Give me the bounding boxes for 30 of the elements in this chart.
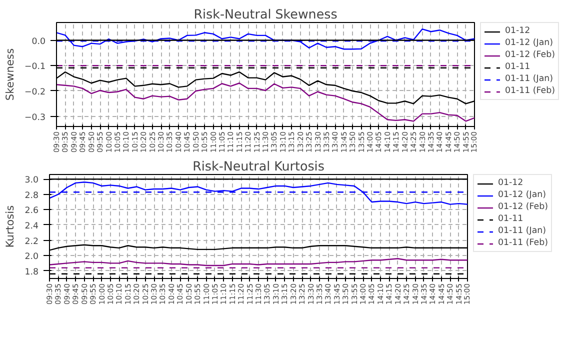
legend-label: 01-11 [505,62,530,72]
chart-title: Risk-Neutral Skewness [194,6,338,22]
y-tick-label: 1.8 [24,267,39,278]
y-tick-label: 2.4 [24,221,39,232]
line-series [50,182,468,205]
y-tick-label: −0.2 [24,87,46,98]
legend-label: 01-12 (Jan) [505,38,554,48]
y-axis-title: Kurtosis [4,204,17,248]
chart-title: Risk-Neutral Kurtosis [192,158,324,174]
legend-label: 01-12 [505,26,530,36]
legend-label: 01-11 [498,214,524,224]
y-tick-label: 2.8 [24,190,39,201]
legend-label: 01-11 (Jan) [505,74,554,84]
y-tick-label: −0.1 [24,62,46,72]
line-series [50,258,468,266]
y-tick-label: 2.6 [24,206,39,216]
y-tick-label: 0.0 [32,36,46,47]
y-axis-title: Skewness [3,48,16,101]
legend-label: 01-11 (Jan) [498,226,546,236]
y-tick-label: 2.0 [24,252,39,262]
line-series [56,82,474,122]
legend-label: 01-12 [498,178,524,188]
y-tick-label: −0.3 [24,112,46,123]
y-tick-label: 3.0 [24,176,39,186]
legend-label: 01-12 (Feb) [505,50,555,60]
legend-label: 01-11 (Feb) [498,238,548,248]
legend-label: 01-12 (Feb) [498,202,548,212]
legend-label: 01-11 (Feb) [505,86,555,96]
y-tick-label: 2.2 [24,236,39,247]
legend-label: 01-12 (Jan) [498,190,546,200]
